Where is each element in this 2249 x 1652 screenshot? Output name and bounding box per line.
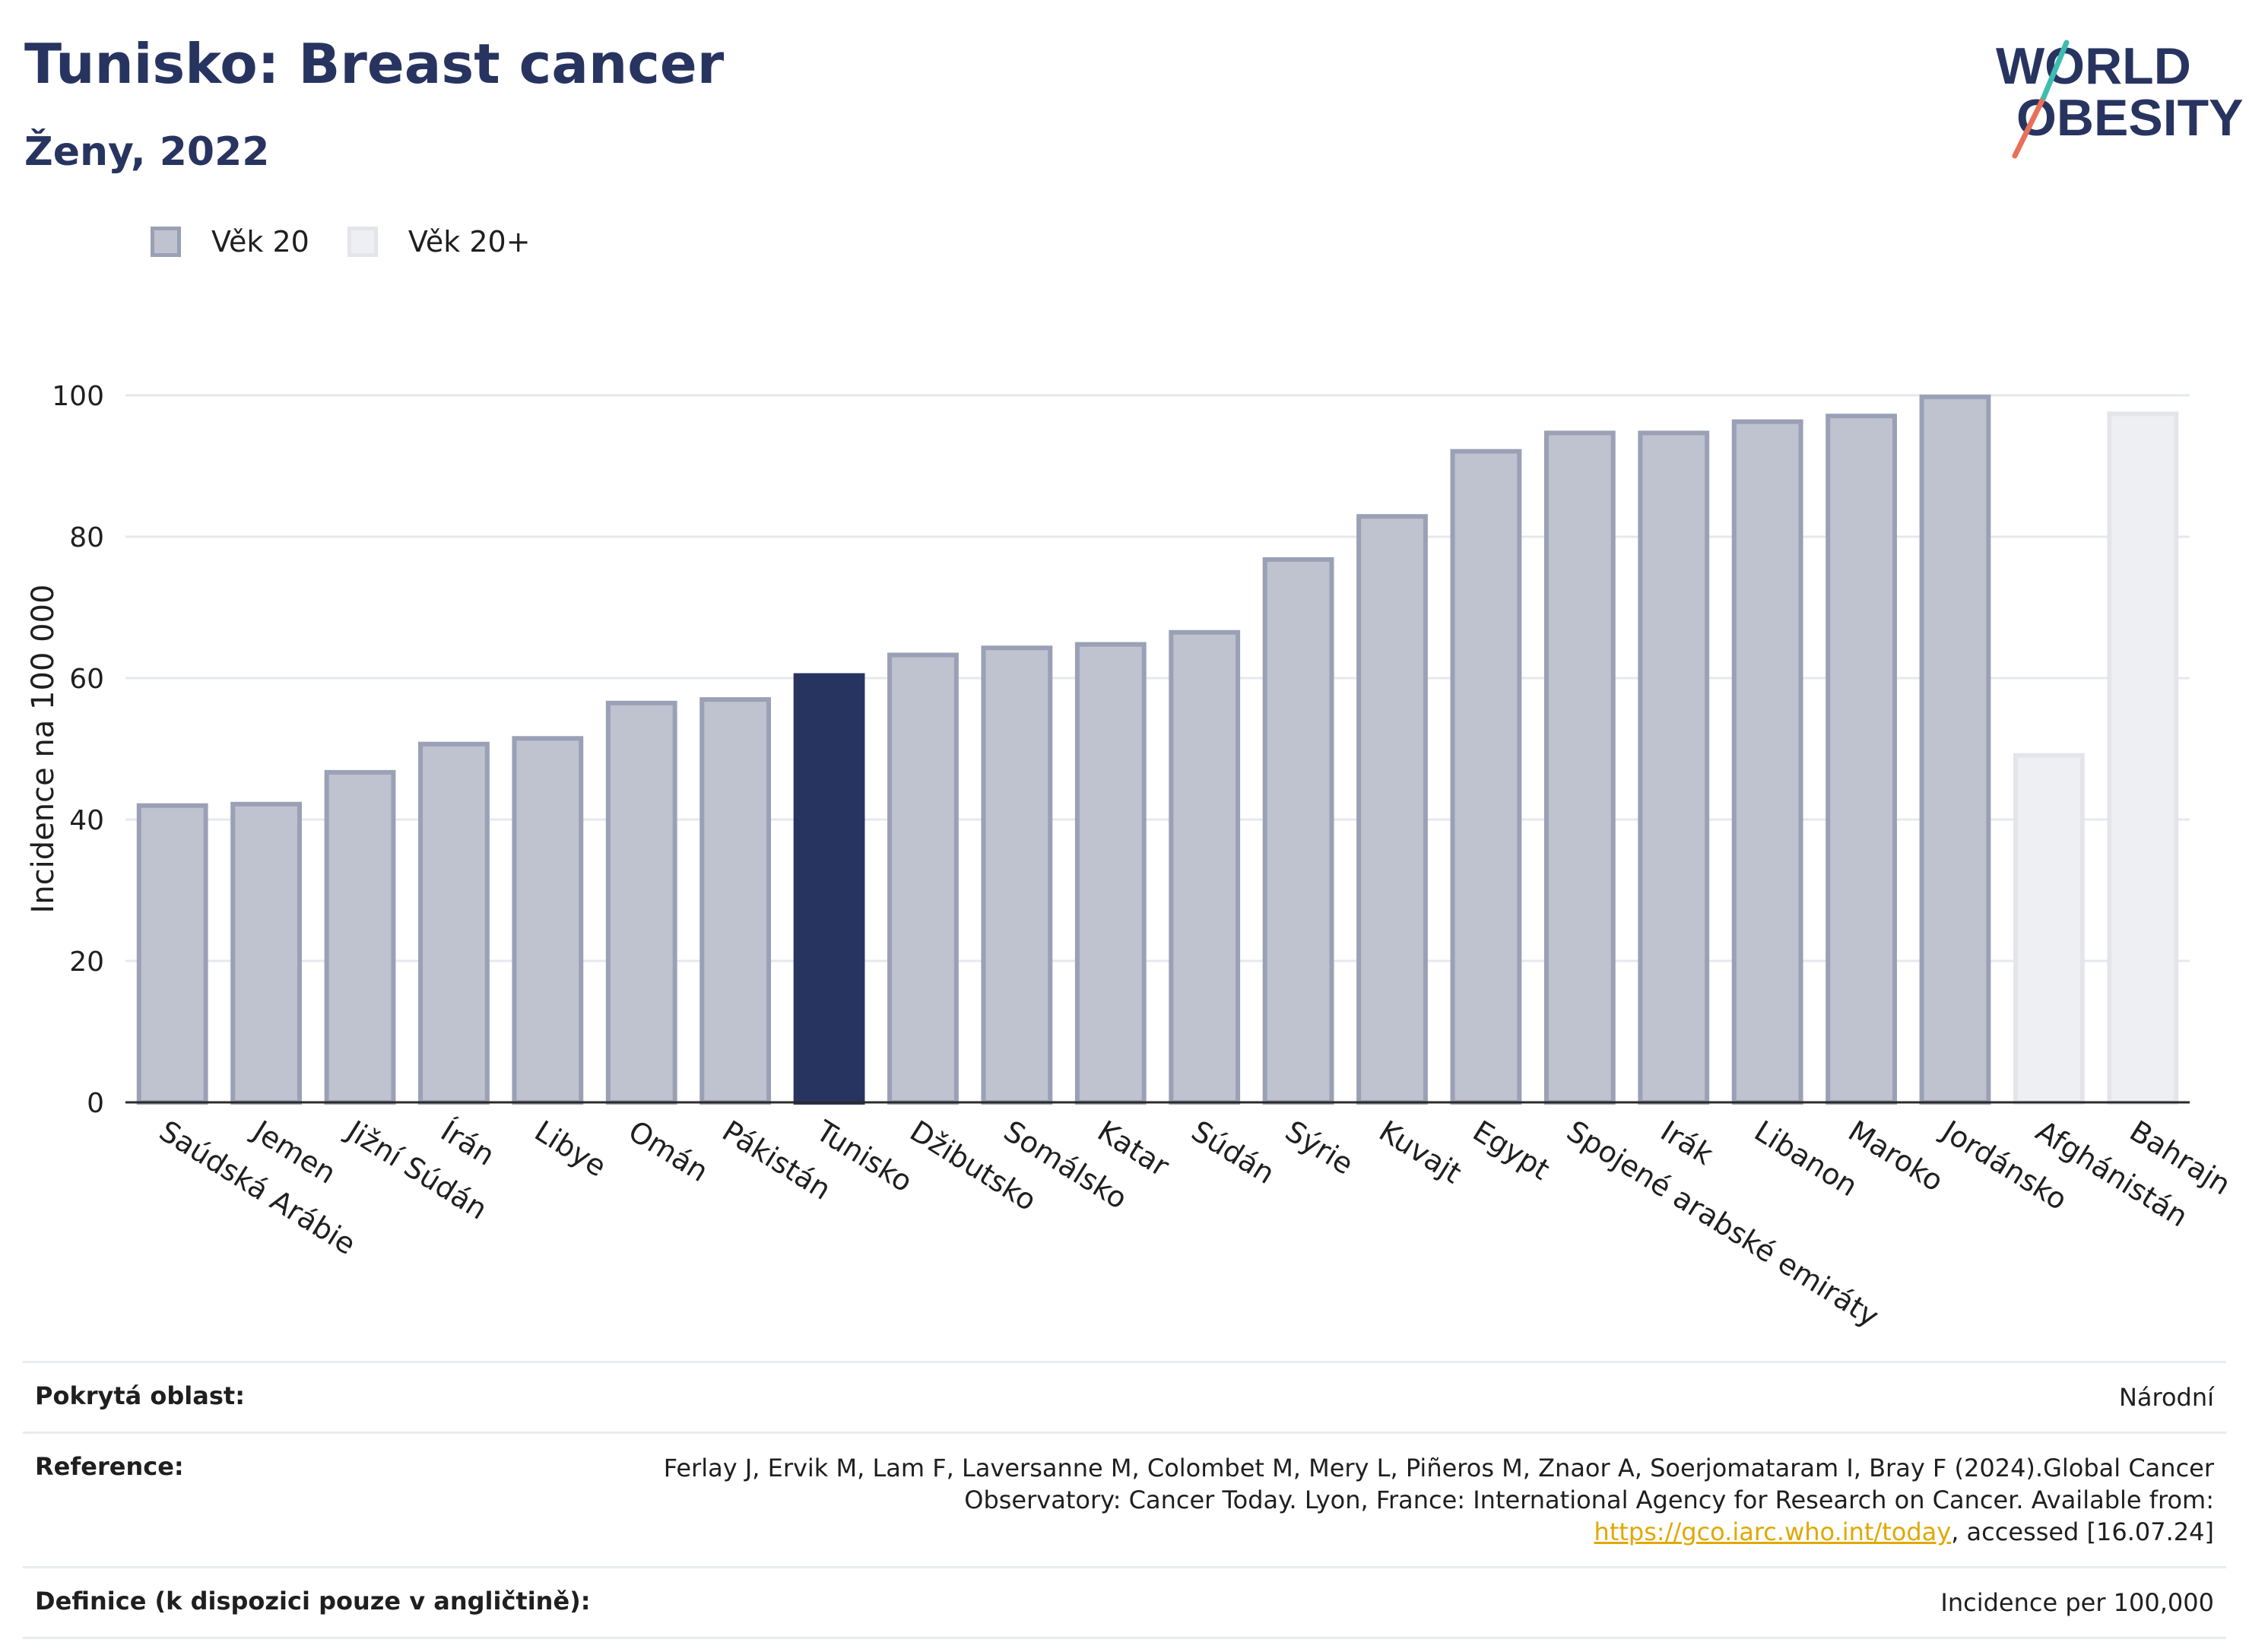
- bar: [136, 803, 208, 1105]
- legend-swatch-age-20: [151, 227, 181, 257]
- x-tick-label: Kuvajt: [1373, 1114, 1467, 1190]
- y-tick-label: 80: [69, 522, 104, 553]
- definition-value: Incidence per 100,000: [1940, 1588, 2214, 1617]
- chart-title: Tunisko: Breast cancer: [24, 32, 725, 96]
- legend-item-age-20[interactable]: Věk 20: [151, 225, 309, 258]
- reference-text-2: , accessed [16.07.24]: [1951, 1517, 2214, 1546]
- logo-line-2: OBESITY: [2016, 89, 2243, 147]
- logo-slash-red: [2012, 94, 2047, 159]
- bar: [324, 769, 396, 1105]
- footer-table: Pokrytá oblast: Národní Reference: Ferla…: [23, 1361, 2226, 1639]
- legend-swatch-age-20-plus: [347, 227, 378, 257]
- bar: [1356, 514, 1428, 1105]
- x-tick-label: Irák: [1654, 1114, 1718, 1172]
- bar: [1543, 430, 1616, 1105]
- logo-line-1: WORLD: [1996, 37, 2191, 95]
- bar: [230, 801, 303, 1105]
- x-tick-label: Libanon: [1749, 1114, 1864, 1203]
- x-tick-label: Libye: [529, 1114, 613, 1183]
- bar: [1826, 414, 1897, 1105]
- x-tick-label: Írán: [435, 1114, 500, 1172]
- bar: [1450, 449, 1522, 1105]
- bar: [1919, 395, 1991, 1105]
- bar: [793, 673, 865, 1105]
- y-tick-label: 60: [69, 664, 104, 695]
- chart-subtitle: Ženy, 2022: [24, 129, 270, 175]
- reference-label: Reference:: [35, 1452, 184, 1481]
- y-tick-label: 100: [52, 381, 104, 412]
- logo-slash-teal: [2041, 40, 2070, 100]
- footer-row-definition: Definice (k dispozici pouze v angličtině…: [23, 1566, 2226, 1639]
- legend: Věk 20 Věk 20+: [151, 225, 569, 258]
- reference-value: Ferlay J, Ervik M, Lam F, Laversanne M, …: [617, 1452, 2214, 1548]
- footer-row-coverage: Pokrytá oblast: Národní: [23, 1361, 2226, 1432]
- legend-label-age-20-plus: Věk 20+: [408, 225, 531, 258]
- bar: [1169, 629, 1241, 1105]
- x-tick-label: Omán: [623, 1114, 714, 1188]
- coverage-value: Národní: [2118, 1383, 2214, 1412]
- bar: [1074, 642, 1147, 1105]
- bar: [1731, 419, 1803, 1105]
- x-tick-label: Maroko: [1842, 1114, 1949, 1197]
- x-tick-label: Egypt: [1467, 1114, 1556, 1186]
- world-obesity-logo: WORLD OBESITY: [1996, 37, 2243, 159]
- bar: [2107, 411, 2179, 1105]
- bar: [2013, 753, 2085, 1105]
- bar: [512, 736, 584, 1105]
- reference-link[interactable]: https://gco.iarc.who.int/today: [1594, 1517, 1952, 1546]
- y-axis-label: Incidence na 100 000: [26, 585, 61, 914]
- bar: [1638, 430, 1710, 1105]
- x-tick-label: Súdán: [1185, 1114, 1280, 1191]
- y-tick-label: 20: [69, 946, 104, 978]
- reference-text-1: Ferlay J, Ervik M, Lam F, Laversanne M, …: [663, 1454, 2214, 1514]
- bar: [1262, 556, 1334, 1105]
- legend-label-age-20: Věk 20: [211, 225, 309, 258]
- coverage-label: Pokrytá oblast:: [35, 1381, 245, 1410]
- y-tick-label: 0: [87, 1088, 104, 1119]
- footer-row-reference: Reference: Ferlay J, Ervik M, Lam F, Lav…: [23, 1432, 2226, 1566]
- bar: [418, 741, 490, 1105]
- bar: [605, 700, 677, 1105]
- definition-label: Definice (k dispozici pouze v angličtině…: [35, 1587, 591, 1616]
- y-tick-label: 40: [69, 805, 104, 836]
- bar: [699, 697, 772, 1105]
- bar: [887, 652, 959, 1105]
- legend-item-age-20-plus[interactable]: Věk 20+: [347, 225, 531, 258]
- x-tick-label: Spojené arabské emiráty: [1561, 1114, 1885, 1333]
- bar: [981, 645, 1053, 1105]
- x-tick-label: Sýrie: [1280, 1114, 1359, 1181]
